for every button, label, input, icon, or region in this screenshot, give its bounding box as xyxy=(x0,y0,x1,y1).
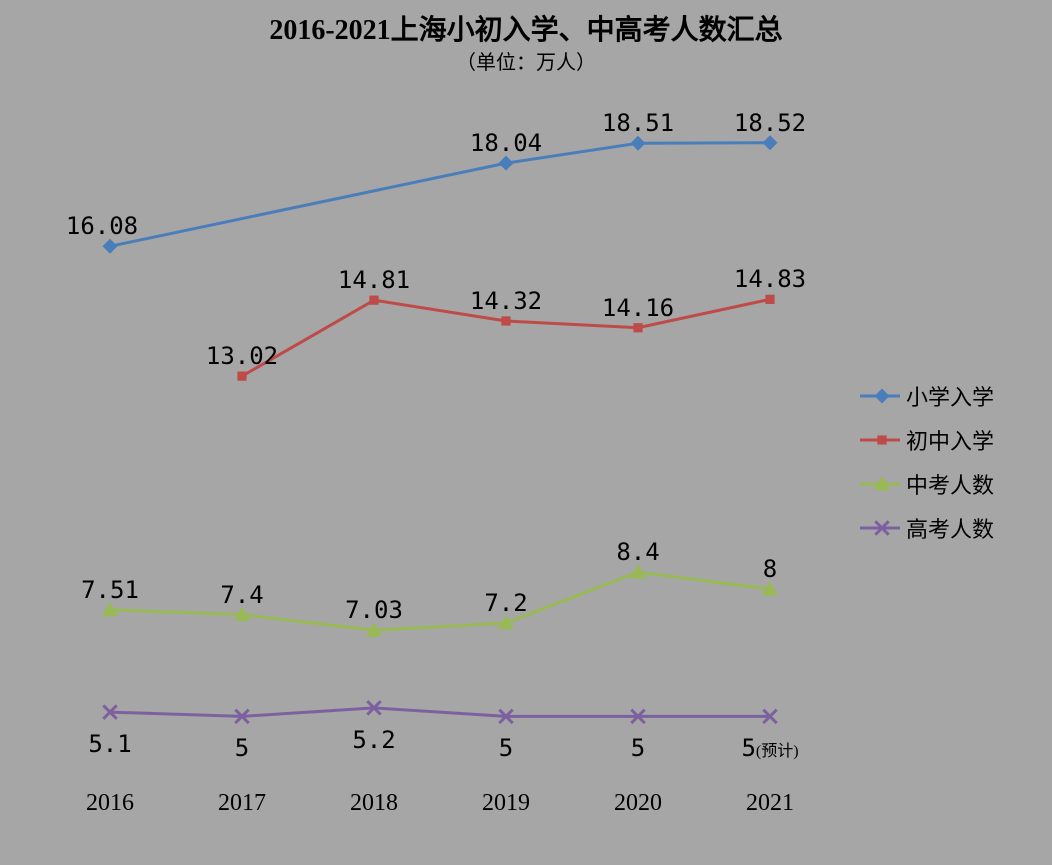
legend-label-junior: 初中入学 xyxy=(906,424,994,456)
marker-junior-5 xyxy=(765,295,774,304)
legend-label-gaokao: 高考人数 xyxy=(906,512,994,544)
data-label-gaokao-4: 5 xyxy=(631,734,645,762)
data-label-gaokao-5: 5(预计) xyxy=(741,734,798,762)
series-line-zhongkao xyxy=(110,572,770,630)
marker-zhongkao-4 xyxy=(630,564,646,578)
data-label-junior-3: 14.32 xyxy=(470,287,542,315)
legend-item-primary: 小学入学 xyxy=(860,380,994,412)
data-label-junior-2: 14.81 xyxy=(338,266,410,294)
data-label-primary-0: 16.08 xyxy=(66,212,138,240)
marker-primary-4 xyxy=(631,136,646,151)
data-label-zhongkao-1: 7.4 xyxy=(220,581,263,609)
x-label-2017: 2017 xyxy=(218,790,266,817)
legend-swatch-gaokao xyxy=(860,518,900,538)
data-label-gaokao-2: 5.2 xyxy=(352,726,395,754)
x-label-2021: 2021 xyxy=(746,790,794,817)
data-label-zhongkao-3: 7.2 xyxy=(484,589,527,617)
series-line-gaokao xyxy=(110,708,770,716)
marker-primary-3 xyxy=(499,156,514,171)
data-label-zhongkao-4: 8.4 xyxy=(616,538,659,566)
chart-root: 2016-2021上海小初入学、中高考人数汇总 （单位：万人） 小学入学初中入学… xyxy=(0,0,1052,865)
legend-item-zhongkao: 中考人数 xyxy=(860,468,994,500)
data-label-primary-5: 18.52 xyxy=(734,109,806,137)
x-label-2016: 2016 xyxy=(86,790,134,817)
data-label-junior-4: 14.16 xyxy=(602,294,674,322)
chart-subtitle: （单位：万人） xyxy=(0,46,1052,75)
chart-plot xyxy=(40,80,840,780)
marker-primary-5 xyxy=(763,135,778,150)
marker-junior-2 xyxy=(369,296,378,305)
data-label-gaokao-0: 5.1 xyxy=(88,730,131,758)
marker-primary-0 xyxy=(103,239,118,254)
data-label-junior-5: 14.83 xyxy=(734,265,806,293)
legend-swatch-primary xyxy=(860,386,900,406)
x-axis-labels: 2016 2017 2018 2019 2020 2021 xyxy=(40,790,840,830)
legend-swatch-zhongkao xyxy=(860,474,900,494)
data-label-zhongkao-0: 7.51 xyxy=(81,576,139,604)
data-label-gaokao-1: 5 xyxy=(235,734,249,762)
data-label-zhongkao-2: 7.03 xyxy=(345,596,403,624)
legend-item-junior: 初中入学 xyxy=(860,424,994,456)
legend-label-zhongkao: 中考人数 xyxy=(906,468,994,500)
x-label-2020: 2020 xyxy=(614,790,662,817)
marker-junior-4 xyxy=(633,323,642,332)
data-label-primary-4: 18.51 xyxy=(602,109,674,137)
legend-swatch-junior xyxy=(860,430,900,450)
legend-item-gaokao: 高考人数 xyxy=(860,512,994,544)
legend-label-primary: 小学入学 xyxy=(906,380,994,412)
data-label-junior-1: 13.02 xyxy=(206,342,278,370)
x-label-2018: 2018 xyxy=(350,790,398,817)
chart-legend: 小学入学初中入学中考人数高考人数 xyxy=(860,380,994,556)
marker-junior-1 xyxy=(237,372,246,381)
series-line-primary xyxy=(110,143,770,247)
marker-junior-3 xyxy=(501,316,510,325)
data-label-gaokao-3: 5 xyxy=(499,734,513,762)
x-label-2019: 2019 xyxy=(482,790,530,817)
chart-title: 2016-2021上海小初入学、中高考人数汇总 xyxy=(0,8,1052,48)
data-label-primary-3: 18.04 xyxy=(470,129,542,157)
data-label-zhongkao-5: 8 xyxy=(763,555,777,583)
